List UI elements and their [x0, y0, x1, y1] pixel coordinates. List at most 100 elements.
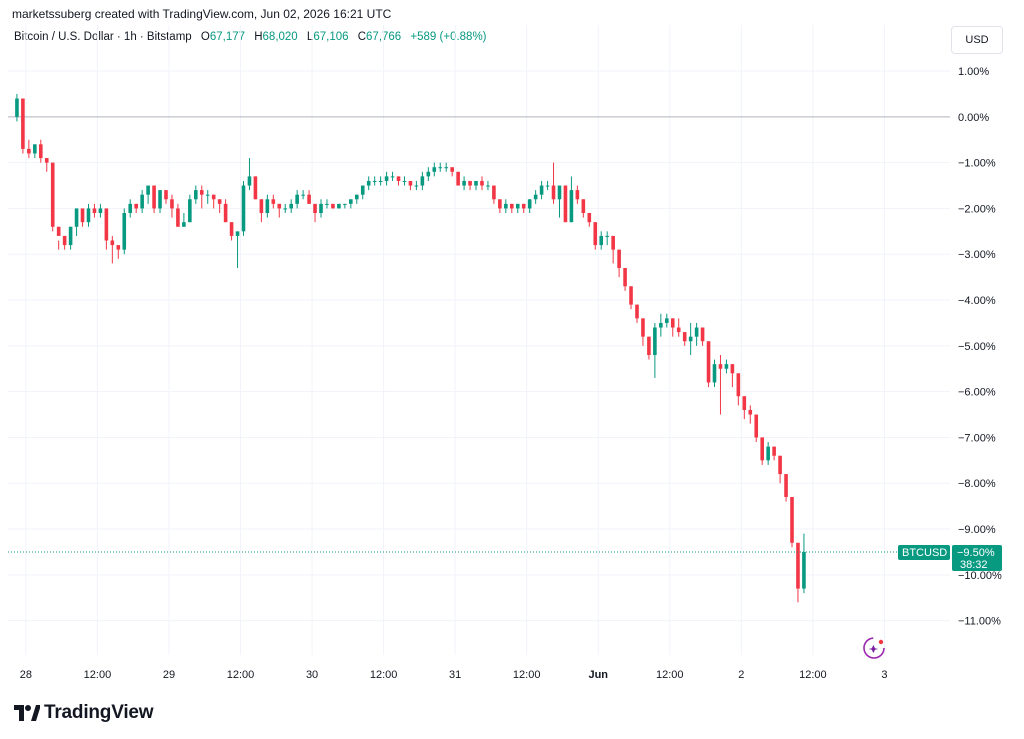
candle: [623, 267, 627, 291]
x-tick-label: 2: [738, 669, 744, 681]
x-tick-label: Jun: [588, 669, 608, 681]
candle-body: [217, 199, 222, 204]
candle: [372, 176, 377, 186]
candle: [545, 180, 550, 191]
candle-body: [44, 158, 49, 163]
candle-body: [38, 144, 43, 159]
candle: [80, 208, 85, 227]
candle: [754, 414, 759, 443]
candle: [68, 226, 73, 250]
x-tick-label: 30: [306, 669, 318, 681]
candle-body: [360, 185, 365, 195]
candle: [390, 171, 395, 181]
candle: [384, 171, 389, 186]
candle-body: [718, 364, 723, 369]
candle-body: [235, 231, 240, 236]
candle: [492, 185, 496, 204]
candle-body: [676, 327, 681, 333]
candle: [748, 405, 753, 424]
chart-caption: marketssuberg created with TradingView.c…: [12, 7, 392, 21]
candle-body: [27, 148, 31, 154]
candle-body: [182, 222, 186, 227]
candle: [694, 322, 699, 346]
candle: [205, 190, 210, 204]
sparkle-assistant-icon[interactable]: [863, 637, 885, 659]
candle: [444, 162, 449, 172]
candle: [420, 171, 425, 191]
candle: [331, 203, 335, 209]
candle-body: [784, 474, 788, 497]
candle: [223, 199, 228, 223]
candle: [128, 199, 133, 218]
y-tick-label: 1.00%: [958, 66, 989, 78]
candle: [498, 199, 502, 214]
candle-body: [366, 180, 371, 186]
candle: [700, 327, 705, 346]
close-label: C: [357, 31, 367, 43]
candle-body: [593, 222, 598, 246]
candle: [170, 194, 174, 218]
candle: [509, 203, 514, 214]
candle: [247, 158, 252, 191]
candle-body: [432, 167, 437, 172]
candle: [527, 199, 532, 214]
candle-body: [104, 208, 109, 241]
candle-body: [331, 203, 335, 209]
candle-body: [56, 226, 61, 236]
candle: [593, 222, 598, 250]
candle: [772, 446, 776, 461]
candle-body: [748, 409, 753, 415]
candle-body: [265, 199, 270, 214]
candle: [152, 185, 156, 214]
candle: [569, 176, 574, 223]
candle: [343, 203, 347, 209]
candle: [217, 199, 222, 214]
candle-body: [802, 551, 806, 589]
candle-body: [86, 208, 91, 223]
candle: [164, 190, 168, 204]
candle-body: [277, 203, 282, 209]
candle: [194, 185, 198, 204]
open-value: 67,177: [209, 31, 246, 43]
candle: [790, 496, 794, 548]
candle-body: [343, 203, 347, 205]
candles: [15, 93, 806, 603]
candle-body: [450, 167, 454, 172]
candle-body: [247, 176, 252, 186]
candle-body: [164, 190, 168, 200]
candle: [360, 185, 365, 200]
candle-body: [426, 171, 431, 177]
candle-body: [635, 304, 639, 319]
candle: [563, 185, 568, 223]
candle: [515, 203, 520, 214]
candle-body: [176, 208, 180, 227]
candle: [229, 222, 234, 241]
candle-body: [563, 185, 568, 223]
candle: [766, 442, 770, 465]
x-tick-label: 12:00: [656, 669, 684, 681]
candle-body: [313, 203, 317, 214]
candle-body: [438, 167, 443, 169]
candle: [450, 167, 454, 177]
candle-body: [33, 144, 37, 154]
candle: [486, 180, 490, 191]
candle-body: [647, 336, 651, 355]
candle: [796, 542, 800, 603]
candle: [539, 180, 544, 200]
candle: [784, 474, 788, 502]
candle-body: [319, 203, 323, 214]
candle: [724, 359, 729, 374]
candle-body: [62, 235, 67, 246]
tradingview-logo[interactable]: TradingView: [14, 702, 154, 724]
candle-body: [307, 194, 311, 204]
candle: [599, 231, 604, 250]
candle-body: [539, 185, 544, 195]
candle-body: [724, 364, 729, 369]
change-value: +589 (+0.88%): [410, 31, 487, 43]
candle: [712, 359, 717, 388]
low-label: L: [306, 31, 314, 43]
candle: [146, 185, 150, 204]
currency-button[interactable]: USD: [951, 26, 1003, 54]
candle-body: [396, 176, 401, 181]
